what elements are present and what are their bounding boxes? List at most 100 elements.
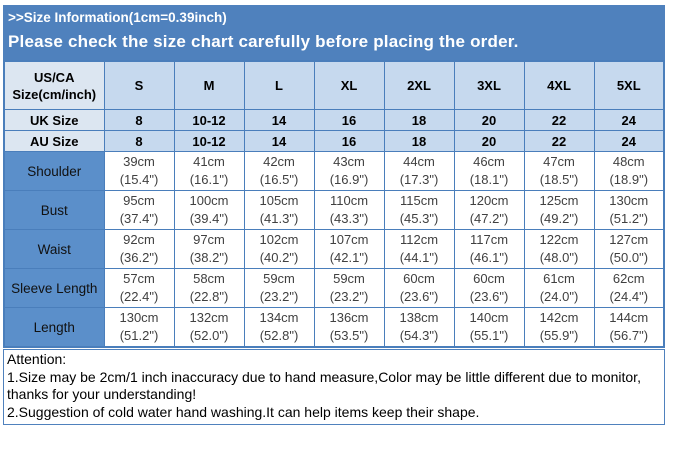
measurement-cell: 136cm (53.5")	[313, 307, 385, 348]
measurement-cm: 62cm	[612, 271, 645, 286]
region-size-value: 14	[243, 109, 315, 131]
measurement-cell: 60cm (23.6")	[383, 268, 455, 308]
attention-note: 2.Suggestion of cold water hand washing.…	[7, 403, 480, 420]
corner-header: US/CA Size(cm/inch)	[3, 60, 105, 110]
measurement-cell: 92cm (36.2")	[103, 229, 175, 269]
measurement-cell: 46cm (18.1")	[453, 151, 525, 191]
measurement-inch: (23.6")	[469, 289, 509, 304]
measurement-cm: 92cm	[123, 232, 155, 247]
measurement-inch: (40.2")	[259, 250, 299, 265]
measurement-cell: 115cm (45.3")	[383, 190, 455, 230]
measurement-cell: 43cm (16.9")	[313, 151, 385, 191]
measurement-cell: 122cm (48.0")	[523, 229, 595, 269]
measurement-cm: 60cm	[403, 271, 435, 286]
measurement-inch: (15.4")	[119, 172, 159, 187]
measurement-cell: 140cm (55.1")	[453, 307, 525, 348]
measurement-inch: (56.7")	[609, 328, 649, 343]
attention-title: Attention:	[7, 351, 67, 367]
measurement-label: Bust	[3, 190, 105, 230]
corner-header-line1: US/CA	[34, 69, 75, 85]
measurement-cell: 132cm (52.0")	[173, 307, 245, 348]
size-information-panel: >>Size Information(1cm=0.39inch) Please …	[3, 5, 665, 425]
measurement-row: Bust 95cm (37.4") 100cm (39.4") 105cm (41.3") 1…	[3, 190, 665, 230]
measurement-inch: (49.2")	[539, 211, 579, 226]
measurement-cell: 42cm (16.5")	[243, 151, 315, 191]
measurement-cell: 134cm (52.8")	[243, 307, 315, 348]
measurement-cm: 95cm	[123, 193, 155, 208]
region-size-value: 20	[453, 130, 525, 152]
measurement-cm: 41cm	[193, 154, 225, 169]
measurement-cm: 117cm	[469, 232, 509, 247]
measurement-label: Shoulder	[3, 151, 105, 191]
measurement-cm: 130cm	[609, 193, 649, 208]
measurement-cell: 142cm (55.9")	[523, 307, 595, 348]
size-column-header: 4XL	[523, 60, 595, 110]
measurement-cm: 42cm	[263, 154, 295, 169]
measurement-cell: 144cm (56.7")	[593, 307, 665, 348]
measurement-cell: 112cm (44.1")	[383, 229, 455, 269]
region-size-value: 8	[103, 130, 175, 152]
measurement-cell: 105cm (41.3")	[243, 190, 315, 230]
measurement-cm: 107cm	[329, 232, 369, 247]
measurement-row: Shoulder 39cm (15.4") 41cm (16.1") 42cm (16.5"…	[3, 151, 665, 191]
measurement-cm: 120cm	[469, 193, 509, 208]
measurement-inch: (41.3")	[259, 211, 299, 226]
region-size-value: 14	[243, 130, 315, 152]
banner: >>Size Information(1cm=0.39inch) Please …	[3, 5, 665, 60]
measurement-cm: 43cm	[333, 154, 365, 169]
measurement-cell: 62cm (24.4")	[593, 268, 665, 308]
measurement-inch: (22.8")	[189, 289, 229, 304]
measurement-cell: 97cm (38.2")	[173, 229, 245, 269]
measurement-inch: (44.1")	[399, 250, 439, 265]
measurement-inch: (52.8")	[259, 328, 299, 343]
region-size-value: 16	[313, 109, 385, 131]
region-size-value: 10-12	[173, 109, 245, 131]
region-size-value: 22	[523, 109, 595, 131]
measurement-cell: 44cm (17.3")	[383, 151, 455, 191]
measurement-cm: 60cm	[473, 271, 505, 286]
measurement-cm: 102cm	[259, 232, 299, 247]
measurement-cm: 130cm	[119, 310, 159, 325]
measurement-cm: 100cm	[189, 193, 229, 208]
attention-note: 1.Size may be 2cm/1 inch inaccuracy due …	[7, 368, 641, 403]
size-column-header: XL	[313, 60, 385, 110]
measurement-cell: 102cm (40.2")	[243, 229, 315, 269]
measurement-cm: 44cm	[403, 154, 435, 169]
measurement-cm: 58cm	[193, 271, 225, 286]
measurement-cm: 97cm	[193, 232, 225, 247]
measurement-cm: 39cm	[123, 154, 155, 169]
measurement-inch: (37.4")	[119, 211, 159, 226]
measurement-cell: 127cm (50.0")	[593, 229, 665, 269]
measurement-inch: (23.6")	[399, 289, 439, 304]
measurement-cm: 59cm	[263, 271, 295, 286]
measurement-row: Sleeve Length 57cm (22.4") 58cm (22.8") 59cm (…	[3, 268, 665, 308]
measurement-inch: (51.2")	[119, 328, 159, 343]
measurement-inch: (16.5")	[259, 172, 299, 187]
corner-header-line2: Size(cm/inch)	[12, 86, 97, 102]
measurement-inch: (24.4")	[609, 289, 649, 304]
measurement-inch: (18.9")	[609, 172, 649, 187]
size-column-header: 5XL	[593, 60, 665, 110]
measurement-cm: 112cm	[399, 232, 439, 247]
measurement-cm: 115cm	[399, 193, 439, 208]
measurement-cm: 136cm	[329, 310, 369, 325]
size-column-header: 3XL	[453, 60, 525, 110]
region-size-label: AU Size	[3, 130, 105, 152]
measurement-label: Sleeve Length	[3, 268, 105, 308]
measurement-inch: (47.2")	[469, 211, 509, 226]
measurement-cell: 57cm (22.4")	[103, 268, 175, 308]
measurement-inch: (16.1")	[189, 172, 229, 187]
measurement-inch: (53.5")	[329, 328, 369, 343]
measurement-inch: (22.4")	[119, 289, 159, 304]
measurement-cm: 59cm	[333, 271, 365, 286]
size-column-header: S	[103, 60, 175, 110]
measurement-cell: 110cm (43.3")	[313, 190, 385, 230]
size-column-header: L	[243, 60, 315, 110]
measurement-inch: (51.2")	[609, 211, 649, 226]
region-size-label: UK Size	[3, 109, 105, 131]
measurement-row: Waist 92cm (36.2") 97cm (38.2") 102cm (40.2") 1…	[3, 229, 665, 269]
size-column-header: M	[173, 60, 245, 110]
measurement-cell: 59cm (23.2")	[313, 268, 385, 308]
measurement-inch: (55.1")	[469, 328, 509, 343]
measurement-inch: (45.3")	[399, 211, 439, 226]
